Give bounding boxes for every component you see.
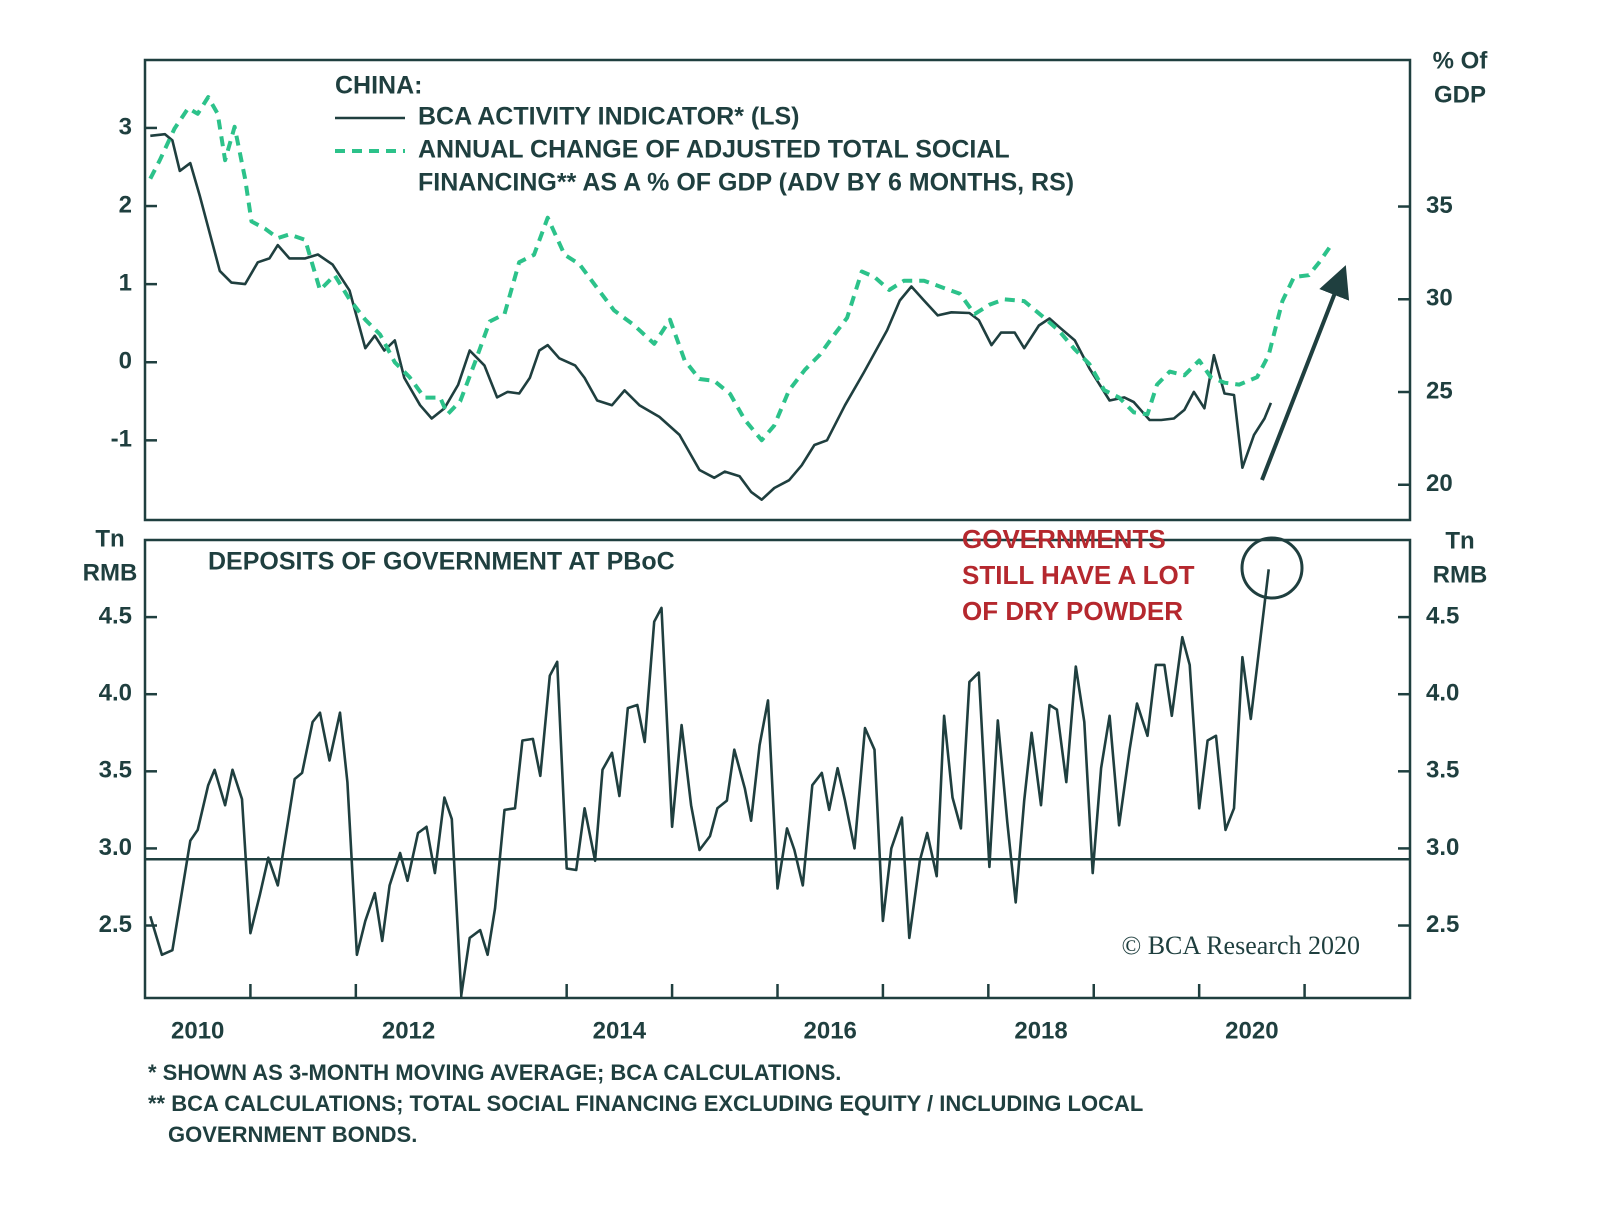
series-line [149,569,1270,997]
legend-label: FINANCING** AS A % OF GDP (ADV BY 6 MONT… [418,169,1074,197]
y2-tick-label: 25 [1426,377,1453,404]
x-tick-label: 2018 [1014,1017,1067,1044]
y-tick-label: 4.0 [99,680,132,707]
footnote: * SHOWN AS 3-MONTH MOVING AVERAGE; BCA C… [148,1060,841,1085]
plot-frame [143,58,1412,522]
x-tick-label: 2012 [382,1017,435,1044]
footnote: ** BCA CALCULATIONS; TOTAL SOCIAL FINANC… [148,1091,1143,1116]
legend-label: BCA ACTIVITY INDICATOR* (LS) [418,103,799,131]
y2-tick-label: 20 [1426,470,1453,497]
trend-arrow [1260,265,1350,481]
credit: © BCA Research 2020 [1121,931,1360,960]
y-tick-label: 1 [119,269,132,296]
y-tick-label: -1 [111,426,132,453]
y2-tick-label: 3.0 [1426,834,1459,861]
series-line [150,132,1273,501]
y2-axis-label: GDP [1434,81,1486,108]
y2-axis-label: % Of [1433,47,1489,74]
legend-title: CHINA: [335,72,423,100]
legend-label: ANNUAL CHANGE OF ADJUSTED TOTAL SOCIAL [418,136,1010,164]
x-tick-label: 2020 [1225,1017,1278,1044]
x-tick-label: 2016 [804,1017,857,1044]
y2-tick-label: 4.5 [1426,602,1459,629]
annotation: GOVERNMENTS [962,524,1166,554]
annotation: STILL HAVE A LOT [962,560,1195,590]
y2-tick-label: 30 [1426,285,1453,312]
x-tick-label: 2010 [171,1017,224,1044]
y2-axis-label: RMB [1433,561,1488,588]
y-tick-label: 3 [119,113,132,140]
highlight-circle [1240,536,1304,600]
x-tick-label: 2014 [593,1017,647,1044]
y-tick-label: 2.5 [99,911,132,938]
y2-tick-label: 35 [1426,192,1453,219]
y2-tick-label: 3.5 [1426,757,1459,784]
footnote: GOVERNMENT BONDS. [168,1122,417,1147]
series-line [148,95,1333,443]
y-tick-label: 0 [119,348,132,375]
annotation: OF DRY POWDER [962,596,1183,626]
y-axis-label: RMB [83,559,138,586]
y-tick-label: 2 [119,191,132,218]
panel-title: DEPOSITS OF GOVERNMENT AT PBoC [208,548,675,576]
y-tick-label: 4.5 [99,602,132,629]
y2-axis-label: Tn [1445,527,1474,554]
y2-tick-label: 4.0 [1426,680,1459,707]
y-tick-label: 3.5 [99,757,132,784]
y2-tick-label: 2.5 [1426,911,1459,938]
y-axis-label: Tn [95,525,124,552]
y-tick-label: 3.0 [99,834,132,861]
